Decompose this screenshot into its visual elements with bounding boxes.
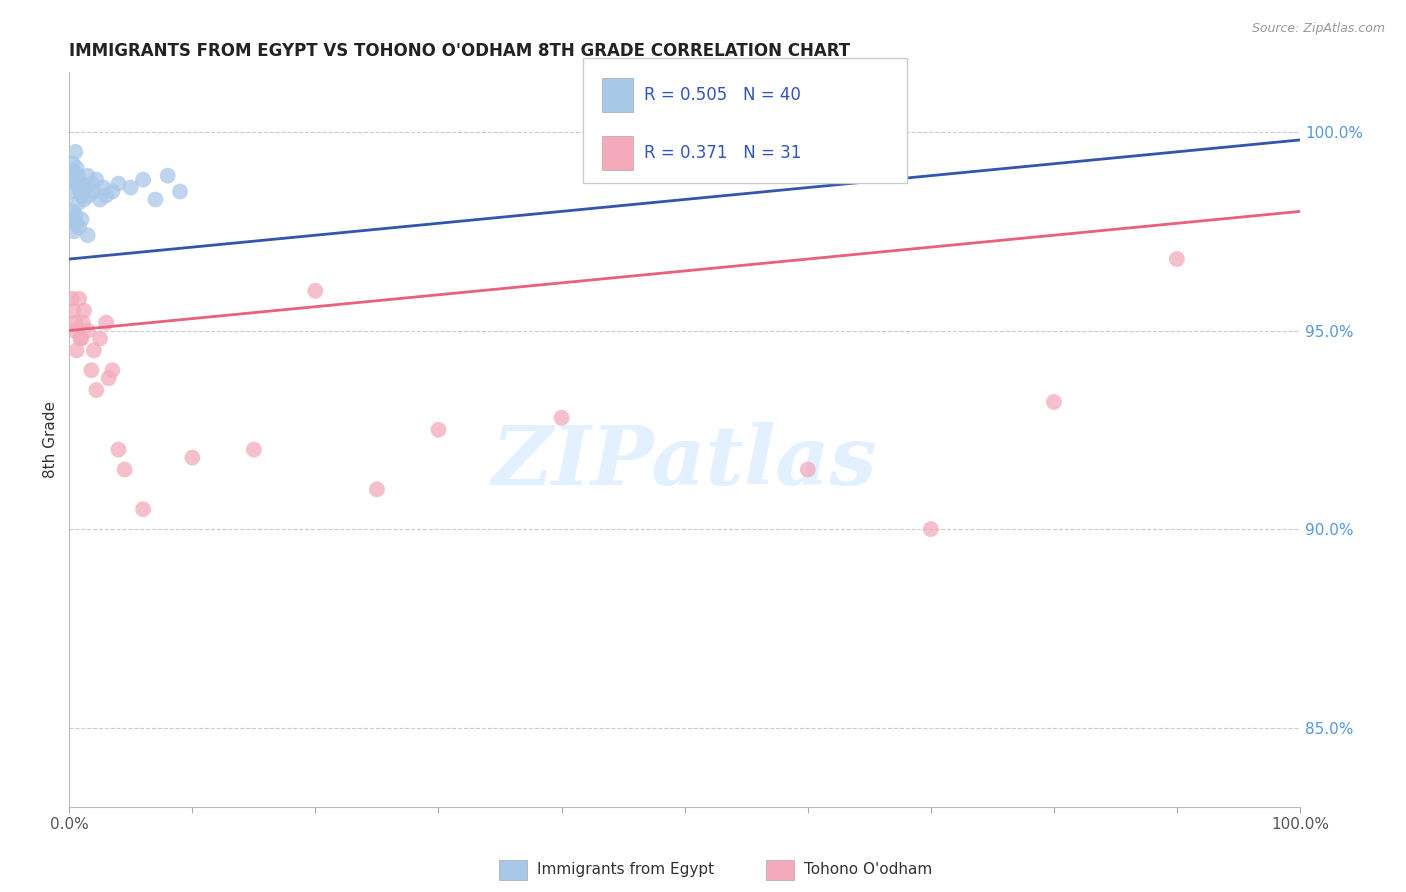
Point bbox=[89, 331, 111, 345]
Point bbox=[93, 180, 115, 194]
Text: Immigrants from Egypt: Immigrants from Egypt bbox=[537, 863, 714, 877]
Point bbox=[96, 316, 118, 330]
Point bbox=[84, 383, 107, 397]
Point bbox=[80, 177, 103, 191]
Point bbox=[83, 185, 105, 199]
Point bbox=[84, 172, 107, 186]
Point bbox=[62, 303, 84, 318]
Point bbox=[550, 410, 572, 425]
Point bbox=[132, 172, 155, 186]
Point bbox=[72, 177, 94, 191]
Point bbox=[145, 193, 167, 207]
Text: Source: ZipAtlas.com: Source: ZipAtlas.com bbox=[1251, 22, 1385, 36]
Point bbox=[96, 188, 118, 202]
Point bbox=[1166, 252, 1188, 266]
Point bbox=[920, 522, 942, 536]
Point bbox=[101, 363, 124, 377]
Point bbox=[70, 331, 93, 345]
Point bbox=[65, 316, 87, 330]
Text: R = 0.505   N = 40: R = 0.505 N = 40 bbox=[644, 86, 801, 103]
Point bbox=[70, 212, 93, 227]
Point bbox=[63, 224, 86, 238]
Point bbox=[69, 331, 91, 345]
Point bbox=[62, 172, 84, 186]
Point bbox=[101, 185, 124, 199]
Point bbox=[65, 216, 87, 230]
Point bbox=[60, 212, 83, 227]
Point bbox=[83, 343, 105, 358]
Point bbox=[67, 292, 90, 306]
Y-axis label: 8th Grade: 8th Grade bbox=[44, 401, 58, 478]
Point bbox=[366, 483, 388, 497]
Point bbox=[181, 450, 204, 465]
Point bbox=[427, 423, 450, 437]
Point bbox=[76, 169, 98, 183]
Point bbox=[62, 204, 84, 219]
Point bbox=[735, 133, 758, 147]
Point bbox=[169, 185, 191, 199]
Point bbox=[69, 185, 91, 199]
Text: Tohono O'odham: Tohono O'odham bbox=[804, 863, 932, 877]
Point bbox=[67, 220, 90, 235]
Text: ZIPatlas: ZIPatlas bbox=[492, 422, 877, 501]
Point bbox=[60, 292, 83, 306]
Point bbox=[67, 180, 90, 194]
Point bbox=[66, 196, 89, 211]
Point bbox=[65, 177, 87, 191]
Point bbox=[75, 180, 97, 194]
Point bbox=[1043, 395, 1066, 409]
Point bbox=[89, 193, 111, 207]
Point bbox=[76, 228, 98, 243]
Point bbox=[77, 188, 100, 202]
Point bbox=[65, 161, 87, 175]
Point bbox=[156, 169, 179, 183]
Text: R = 0.371   N = 31: R = 0.371 N = 31 bbox=[644, 144, 801, 161]
Point bbox=[60, 185, 83, 199]
Point bbox=[114, 462, 136, 476]
Point bbox=[65, 343, 87, 358]
Point bbox=[120, 180, 142, 194]
Point bbox=[243, 442, 266, 457]
Point bbox=[65, 172, 87, 186]
Point bbox=[304, 284, 326, 298]
Point bbox=[796, 462, 818, 476]
Point bbox=[72, 316, 94, 330]
Point bbox=[73, 303, 96, 318]
Point bbox=[65, 208, 87, 222]
Point bbox=[76, 324, 98, 338]
Text: IMMIGRANTS FROM EGYPT VS TOHONO O'ODHAM 8TH GRADE CORRELATION CHART: IMMIGRANTS FROM EGYPT VS TOHONO O'ODHAM … bbox=[69, 42, 851, 60]
Point bbox=[65, 145, 87, 159]
Point bbox=[80, 363, 103, 377]
Point bbox=[107, 177, 129, 191]
Point bbox=[73, 193, 96, 207]
Point bbox=[63, 324, 86, 338]
Point bbox=[62, 157, 84, 171]
Point bbox=[107, 442, 129, 457]
Point bbox=[70, 188, 93, 202]
Point bbox=[97, 371, 120, 385]
Point bbox=[132, 502, 155, 516]
Point bbox=[63, 164, 86, 178]
Point bbox=[66, 169, 89, 183]
